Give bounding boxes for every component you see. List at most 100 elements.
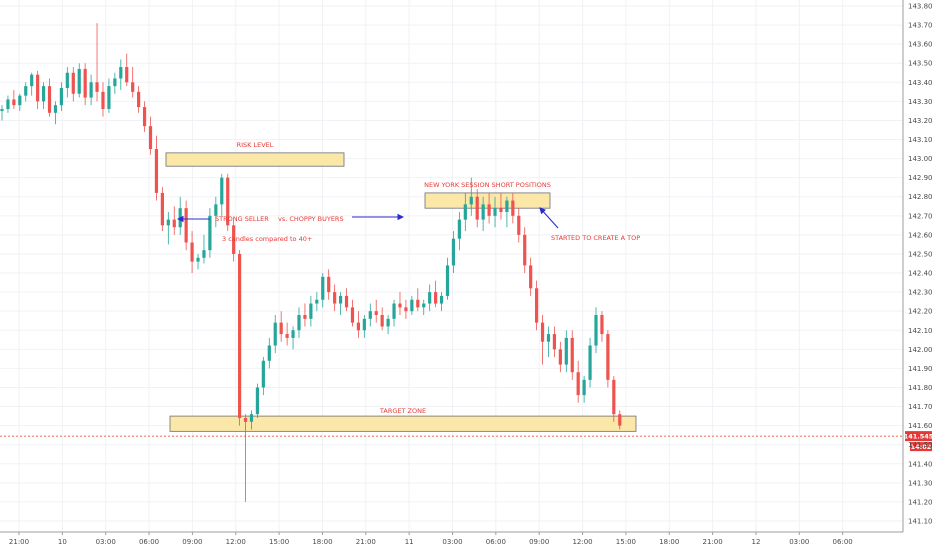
candle — [428, 284, 432, 312]
candle — [511, 192, 515, 224]
candle-body — [338, 295, 343, 304]
candle — [570, 330, 574, 380]
candle — [142, 101, 147, 132]
candle-body — [558, 349, 562, 365]
y-tick-label: 142.100 — [908, 327, 932, 335]
candle — [540, 315, 545, 365]
candle-body — [142, 107, 147, 127]
candle-body — [487, 204, 491, 216]
candle — [137, 86, 141, 113]
y-tick-label: 142.800 — [908, 193, 932, 201]
candle — [546, 326, 551, 357]
candle-body — [18, 95, 22, 106]
choppy-buyers-label: vs. CHOPPY BUYERS — [278, 215, 344, 223]
candle — [95, 23, 99, 102]
candle — [410, 295, 414, 315]
candle — [202, 234, 206, 264]
candle — [232, 219, 236, 262]
candle-body — [410, 299, 414, 312]
candles-compared-label: 3 candles compared to 40+ — [222, 235, 312, 243]
candle — [576, 360, 580, 403]
candle-body — [273, 322, 277, 346]
candle — [457, 212, 461, 251]
candle — [30, 72, 34, 96]
candle-body — [564, 337, 568, 365]
risk-level-zone — [165, 152, 345, 167]
candle — [374, 299, 378, 323]
candle-body — [451, 238, 456, 266]
risk-level-zone-label: RISK LEVEL — [237, 141, 274, 149]
candle — [119, 59, 123, 90]
candle — [160, 187, 164, 232]
candle — [321, 273, 325, 308]
x-tick-label: 21:00 — [9, 538, 29, 546]
candle — [18, 93, 22, 111]
candle-body — [65, 72, 69, 89]
candle-body — [89, 82, 93, 98]
arrow-create-top — [539, 207, 559, 229]
candle-body — [226, 177, 230, 226]
x-tick-label: 12 — [751, 538, 760, 546]
candle-body — [190, 242, 194, 262]
candle-body — [576, 372, 580, 396]
y-tick-label: 141.300 — [908, 479, 932, 487]
candle-body — [41, 86, 46, 102]
candle-body — [469, 196, 473, 205]
chart-grid — [0, 0, 903, 532]
candle-body — [481, 204, 485, 220]
candle-body — [404, 307, 408, 312]
candle-body — [315, 299, 319, 304]
candle — [445, 257, 450, 300]
y-tick-label: 143.500 — [908, 60, 932, 68]
candle — [338, 292, 343, 315]
candle — [65, 67, 69, 98]
candle — [481, 196, 485, 232]
x-tick-label: 03:00 — [789, 538, 809, 546]
x-tick-label: 09:00 — [529, 538, 549, 546]
candle-body — [439, 295, 444, 304]
candle — [208, 208, 212, 258]
candle-body — [582, 379, 586, 396]
candle-body — [178, 208, 182, 228]
candle — [499, 192, 503, 220]
candle-body — [540, 322, 545, 342]
candle — [89, 74, 93, 106]
candle — [333, 284, 337, 312]
y-tick-label: 142.900 — [908, 174, 932, 182]
candle-body — [59, 88, 63, 106]
candle — [267, 337, 271, 369]
candle — [226, 173, 230, 232]
chart-overlays: RISK LEVEL NEW YORK SESSION SHORT POSITIO… — [0, 141, 932, 452]
candle-body — [505, 200, 509, 212]
strong-seller-label: STRONG SELLER — [215, 215, 269, 223]
candle — [297, 307, 301, 338]
x-tick-label: 11 — [405, 538, 414, 546]
candle-body — [47, 86, 52, 113]
candle — [487, 192, 491, 224]
candle-body — [232, 225, 236, 254]
candle-body — [552, 334, 557, 350]
candle — [606, 330, 610, 388]
candle — [422, 299, 426, 315]
candle — [214, 196, 218, 228]
candle — [529, 257, 533, 296]
candle — [517, 208, 521, 243]
candle-body — [154, 149, 159, 193]
candle — [564, 330, 568, 373]
candle-body — [422, 303, 426, 308]
candle-body — [208, 215, 212, 251]
x-tick-label: 06:00 — [833, 538, 853, 546]
x-tick-label: 18:00 — [659, 538, 679, 546]
candle-body — [297, 315, 301, 331]
candle — [315, 292, 319, 312]
candle-body — [546, 334, 551, 342]
candle-body — [131, 82, 135, 92]
candle-body — [30, 74, 34, 87]
countdown-value: 14:02 — [911, 443, 932, 451]
candle-body — [344, 295, 349, 308]
candle-body — [333, 292, 337, 304]
candle — [475, 189, 479, 228]
candle-body — [594, 315, 598, 346]
candle — [36, 70, 40, 109]
candle — [131, 67, 135, 98]
